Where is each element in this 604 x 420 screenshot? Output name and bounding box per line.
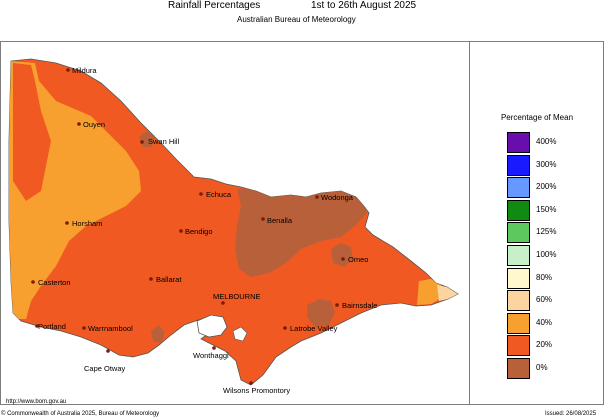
city-dot-bendigo: [179, 229, 183, 233]
victoria-rainfall-map: Mildura Ouyen Swan Hill Echuca Wodonga B…: [8, 58, 459, 395]
place-labels: Mildura Ouyen Swan Hill Echuca Wodonga B…: [31, 66, 377, 395]
city-dot-cape-otway: [106, 349, 110, 353]
legend-panel: Percentage of Mean 400% 300% 200% 150% 125% 1…: [470, 41, 604, 405]
legend-swatch: [507, 245, 530, 266]
legend-label: 400%: [536, 137, 557, 146]
label-echuca: Echuca: [206, 190, 232, 199]
label-swan-hill: Swan Hill: [148, 137, 180, 146]
city-dot-ouyen: [77, 122, 81, 126]
legend-title: Percentage of Mean: [500, 113, 574, 122]
legend-swatch: [507, 132, 530, 153]
footer-url: http://www.bom.gov.au: [6, 399, 67, 405]
city-dot-latrobe-valley: [283, 326, 287, 330]
zone-60pct-east: [437, 285, 458, 301]
city-dot-portland: [35, 324, 39, 328]
label-mildura: Mildura: [72, 66, 97, 75]
legend-label: 150%: [536, 204, 557, 214]
city-dot-wonthaggi: [212, 346, 216, 350]
city-dot-bairnsdale: [335, 303, 339, 307]
label-portland: Portland: [38, 322, 66, 331]
label-warrnambool: Warrnambool: [88, 324, 133, 333]
port-phillip-bay: [196, 314, 228, 338]
western-port: [232, 326, 248, 342]
city-dot-horsham: [65, 221, 69, 225]
legend-label: 40%: [536, 317, 553, 327]
label-cape-otway: Cape Otway: [84, 364, 126, 373]
label-casterton: Casterton: [38, 278, 71, 287]
label-bendigo: Bendigo: [185, 227, 213, 236]
footer-issued: Issued: 26/08/2025: [545, 411, 597, 417]
zone-40pct-east: [417, 279, 443, 305]
legend-label: 200%: [536, 182, 557, 192]
legend-label: 125%: [536, 227, 557, 237]
city-dot-melbourne: [221, 301, 225, 305]
zone-0pct-latrobe: [307, 299, 335, 327]
label-bairnsdale: Bairnsdale: [342, 301, 377, 310]
legend-swatch: [507, 222, 530, 244]
city-dot-swan-hill: [140, 140, 144, 144]
city-dot-wodonga: [315, 195, 319, 199]
legend-label: 60%: [536, 295, 553, 305]
legend-label: 100%: [536, 250, 557, 259]
label-horsham: Horsham: [72, 219, 102, 228]
victoria-landmass: [8, 58, 459, 386]
map-title: Rainfall Percentages: [168, 0, 261, 11]
legend-swatch: [507, 154, 530, 176]
legend-swatch: [507, 267, 530, 289]
zone-0pct-omeo: [331, 243, 353, 267]
label-omeo: Omeo: [348, 255, 368, 264]
label-ballarat: Ballarat: [156, 275, 182, 284]
legend-swatch: [507, 177, 530, 199]
label-wonthaggi: Wonthaggi: [193, 351, 229, 360]
legend-swatch: [507, 312, 530, 334]
label-ouyen: Ouyen: [83, 120, 105, 129]
city-dot-mildura: [66, 68, 70, 72]
label-melbourne: MELBOURNE: [213, 292, 261, 301]
legend-swatch: [507, 290, 530, 312]
label-latrobe-valley: Latrobe Valley: [290, 324, 338, 333]
city-dot-warrnambool: [82, 326, 86, 330]
map-period: 1st to 26th August 2025: [311, 0, 417, 11]
zone-0pct-northeast: [235, 187, 367, 277]
city-dot-omeo: [341, 257, 345, 261]
legend-label: 80%: [536, 272, 553, 282]
map-panel: Mildura Ouyen Swan Hill Echuca Wodonga B…: [0, 41, 470, 405]
city-dot-ballarat: [149, 277, 153, 281]
label-benalla: Benalla: [267, 216, 293, 225]
label-wilsons-promontory: Wilsons Promontory: [223, 386, 290, 395]
city-dot-benalla: [261, 217, 265, 221]
legend-label: 300%: [536, 159, 557, 169]
legend-label: 0%: [536, 363, 548, 372]
zone-20pct-west-patch: [13, 63, 51, 201]
agency-name: Australian Bureau of Meteorology: [237, 15, 356, 24]
legend-swatch: [507, 199, 530, 221]
city-dot-echuca: [199, 192, 203, 196]
legend-label: 20%: [536, 340, 553, 350]
city-dot-wilsons-promontory: [249, 381, 253, 385]
legend-swatch: [507, 358, 530, 379]
footer-copyright: © Commonwealth of Australia 2025, Bureau…: [1, 411, 160, 417]
zone-0pct-otway: [151, 325, 165, 343]
city-dot-casterton: [31, 280, 35, 284]
legend-swatch: [507, 335, 530, 357]
label-wodonga: Wodonga: [321, 193, 354, 202]
